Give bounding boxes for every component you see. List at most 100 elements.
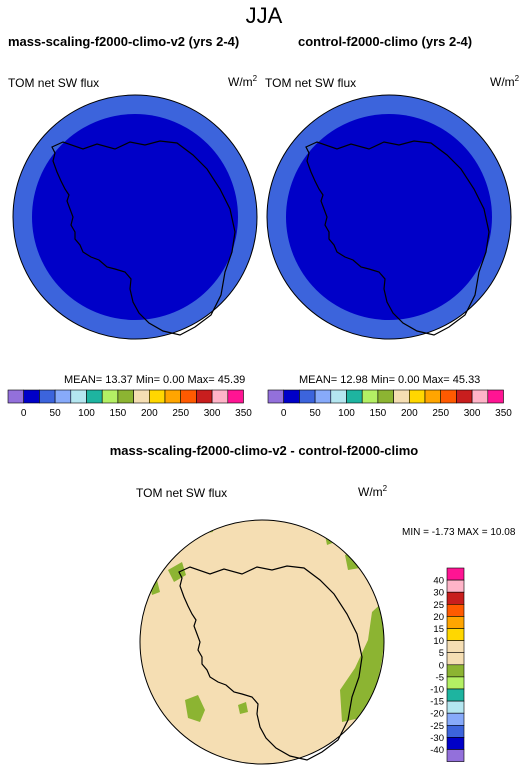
diff-map-border [139,519,385,765]
colorbar-swatch [149,389,166,404]
colorbar-tick-label: -10 [430,685,444,696]
diff-title: mass-scaling-f2000-climo-v2 - control-f2… [109,443,419,458]
colorbar-swatch [70,389,87,404]
colorbar-swatch [361,389,379,404]
right-polar-map [266,94,512,340]
colorbar-tick-label: 150 [370,408,387,419]
left-map-border [12,94,258,340]
panel-left-title: mass-scaling-f2000-climo-v2 (yrs 2-4) [8,34,240,49]
colorbar-swatch [446,712,465,726]
colorbar-swatch [446,628,465,641]
colorbar-swatch [446,652,465,666]
colorbar-tick-label: 200 [141,408,158,419]
colorbar-swatch [117,389,134,404]
colorbar-swatch [283,389,300,404]
colorbar-swatch [487,389,504,404]
colorbar-swatch [180,389,197,404]
colorbar-swatch [101,389,119,404]
colorbar-swatch [54,389,72,404]
colorbar-tick-label: 300 [204,408,221,419]
colorbar-swatch [196,389,213,404]
colorbar-tick-label: 200 [401,408,418,419]
colorbar-tick-label: -30 [430,733,444,744]
colorbar-swatch [330,389,347,404]
colorbar-tick-label: -5 [436,672,444,683]
colorbar-tick-label: -25 [430,721,444,732]
diff-patch [185,695,205,722]
colorbar-swatch [211,389,229,404]
colorbar-swatch [446,603,465,617]
colorbar-tick-label: 100 [338,408,355,419]
colorbar-swatch [446,737,465,750]
colorbar-tick-label: 250 [172,408,189,419]
colorbar-swatch [440,389,457,404]
colorbar-swatch [227,389,244,404]
diff-polar-map [139,519,385,765]
colorbar-swatch [446,688,465,702]
colorbar-tick-label: 15 [433,624,444,635]
season-title: JJA [245,3,283,28]
colorbar-swatch [39,389,56,404]
colorbar-swatch [446,567,465,581]
colorbar-tick-label: -15 [430,697,444,708]
panel-right-stats: MEAN= 12.98 Min= 0.00 Max= 45.33 [299,374,481,386]
colorbar-tick-label: 0 [21,408,27,419]
colorbar-swatch [7,389,24,404]
colorbar-swatch [164,389,181,404]
colorbar-tick-label: 350 [495,408,512,419]
colorbar-swatch [446,579,465,593]
colorbar-swatch [446,676,465,690]
colorbar-swatch [446,724,465,738]
diff-units: W/m2 [358,484,388,499]
colorbar-swatch [446,664,465,678]
colorbar-swatch [446,640,465,653]
colorbar-swatch [377,389,394,404]
colorbar-swatch [446,616,465,629]
diff-variable: TOM net SW flux [136,486,228,500]
panel-left-stats: MEAN= 13.37 Min= 0.00 Max= 45.39 [64,374,246,386]
colorbar-swatch [86,389,103,404]
panel-right-variable: TOM net SW flux [265,76,357,90]
colorbar-tick-label: 5 [439,648,444,659]
colorbar-tick-label: 25 [433,600,444,611]
colorbar-tick-label: 250 [432,408,449,419]
colorbar-tick-label: 40 [433,576,444,587]
panel-right-units: W/m2 [490,74,520,89]
colorbar-swatch [446,591,465,605]
colorbar-tick-label: 150 [110,408,127,419]
colorbar-tick-label: 0 [439,660,444,671]
colorbar-left: 0 50 100 150 200 250 300 350 [7,389,252,419]
diff-minmax: MIN = -1.73 MAX = 10.08 [402,527,516,538]
colorbar-swatch [393,389,410,404]
colorbar-tick-label: 50 [50,408,62,419]
colorbar-swatch [408,389,426,404]
colorbar-tick-label: 100 [78,408,95,419]
colorbar-tick-label: 10 [433,636,444,647]
diff-patch [238,702,248,714]
colorbar-swatch [267,389,284,404]
colorbar-swatch [424,389,441,404]
colorbar-swatch [299,389,316,404]
colorbar-tick-label: 20 [433,612,444,623]
right-interior-field [286,114,492,320]
colorbar-swatch [23,389,40,404]
colorbar-tick-label: 350 [235,408,252,419]
colorbar-tick-label: -20 [430,709,444,720]
colorbar-tick-label: -40 [430,745,444,756]
colorbar-swatch [471,389,489,404]
panel-left-variable: TOM net SW flux [8,76,100,90]
colorbar-tick-label: 50 [310,408,322,419]
left-interior-field [32,114,238,320]
colorbar-tick-label: 0 [281,408,287,419]
left-polar-map [12,94,258,340]
colorbar-tick-label: 300 [464,408,481,419]
panel-right-title: control-f2000-climo (yrs 2-4) [298,34,473,49]
colorbar-swatch [446,700,465,714]
colorbar-right: 0 50 100 150 200 250 300 350 [267,389,512,419]
right-map-border [266,94,512,340]
colorbar-swatch [314,389,332,404]
panel-left-units: W/m2 [228,74,258,89]
colorbar-swatch [446,749,465,762]
